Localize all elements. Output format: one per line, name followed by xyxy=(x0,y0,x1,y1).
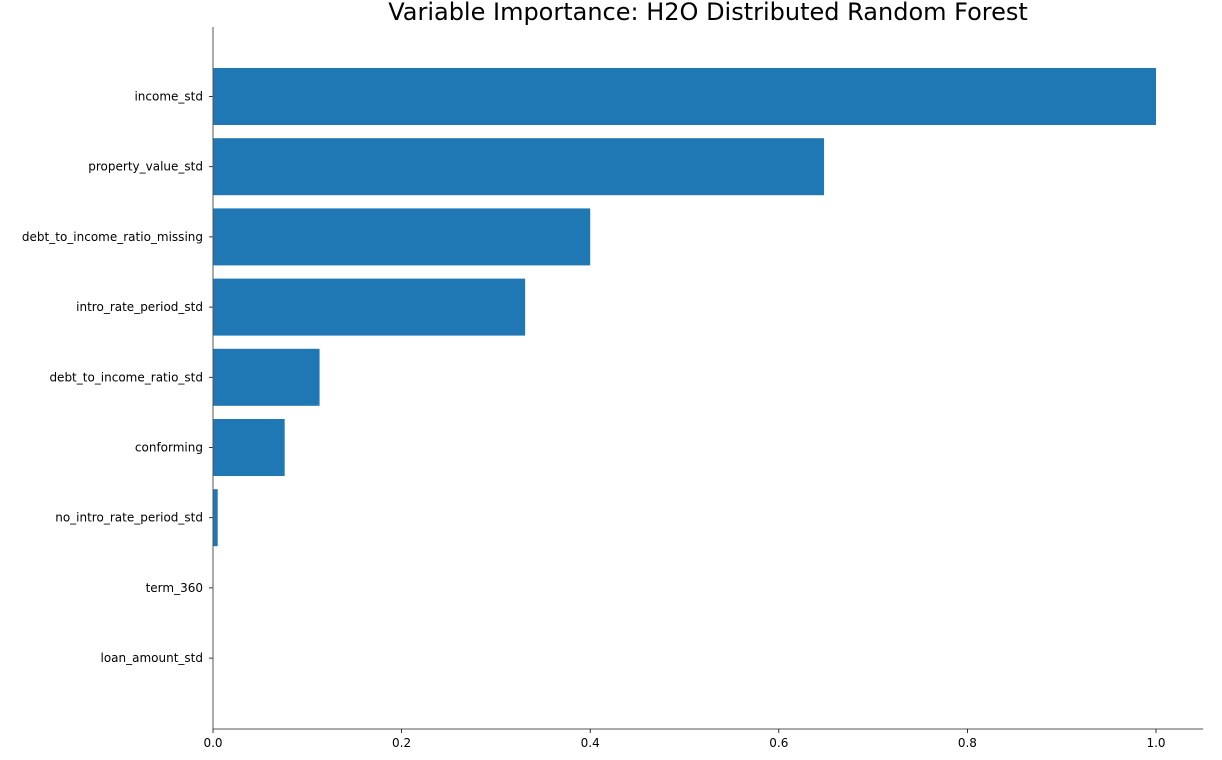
y-tick-label: debt_to_income_ratio_missing xyxy=(22,230,203,244)
bar-debt-to-income-ratio-std xyxy=(213,348,320,406)
x-axis: 0.0 0.2 0.4 0.6 0.8 1.0 xyxy=(203,728,1204,750)
x-tick-label: 0.6 xyxy=(769,736,788,750)
y-tick-label: loan_amount_std xyxy=(100,651,203,665)
x-tick-label: 1.0 xyxy=(1146,736,1165,750)
y-tick-label: property_value_std xyxy=(88,160,203,174)
bar-no-intro-rate-period-std xyxy=(213,489,218,547)
bar-conforming xyxy=(213,419,285,476)
bar-property-value-std xyxy=(213,138,825,196)
bars-layer xyxy=(213,68,1156,547)
y-tick-label: no_intro_rate_period_std xyxy=(55,511,203,525)
x-tick-label: 0.2 xyxy=(392,736,411,750)
y-axis: income_std property_value_std debt_to_inco… xyxy=(22,27,214,729)
chart-title: Variable Importance: H2O Distributed Ran… xyxy=(388,0,1028,26)
bar-income-std xyxy=(213,68,1156,125)
y-tick-label: conforming xyxy=(135,441,203,455)
y-tick-label: term_360 xyxy=(146,581,203,595)
bar-intro-rate-period-std xyxy=(213,278,526,336)
x-tick-label: 0.4 xyxy=(581,736,600,750)
y-tick-label: debt_to_income_ratio_std xyxy=(49,370,203,384)
y-tick-label: income_std xyxy=(134,90,203,104)
bar-debt-to-income-ratio-missing xyxy=(213,208,591,266)
x-tick-label: 0.0 xyxy=(203,736,222,750)
x-tick-label: 0.8 xyxy=(958,736,977,750)
y-tick-label: intro_rate_period_std xyxy=(76,300,203,314)
